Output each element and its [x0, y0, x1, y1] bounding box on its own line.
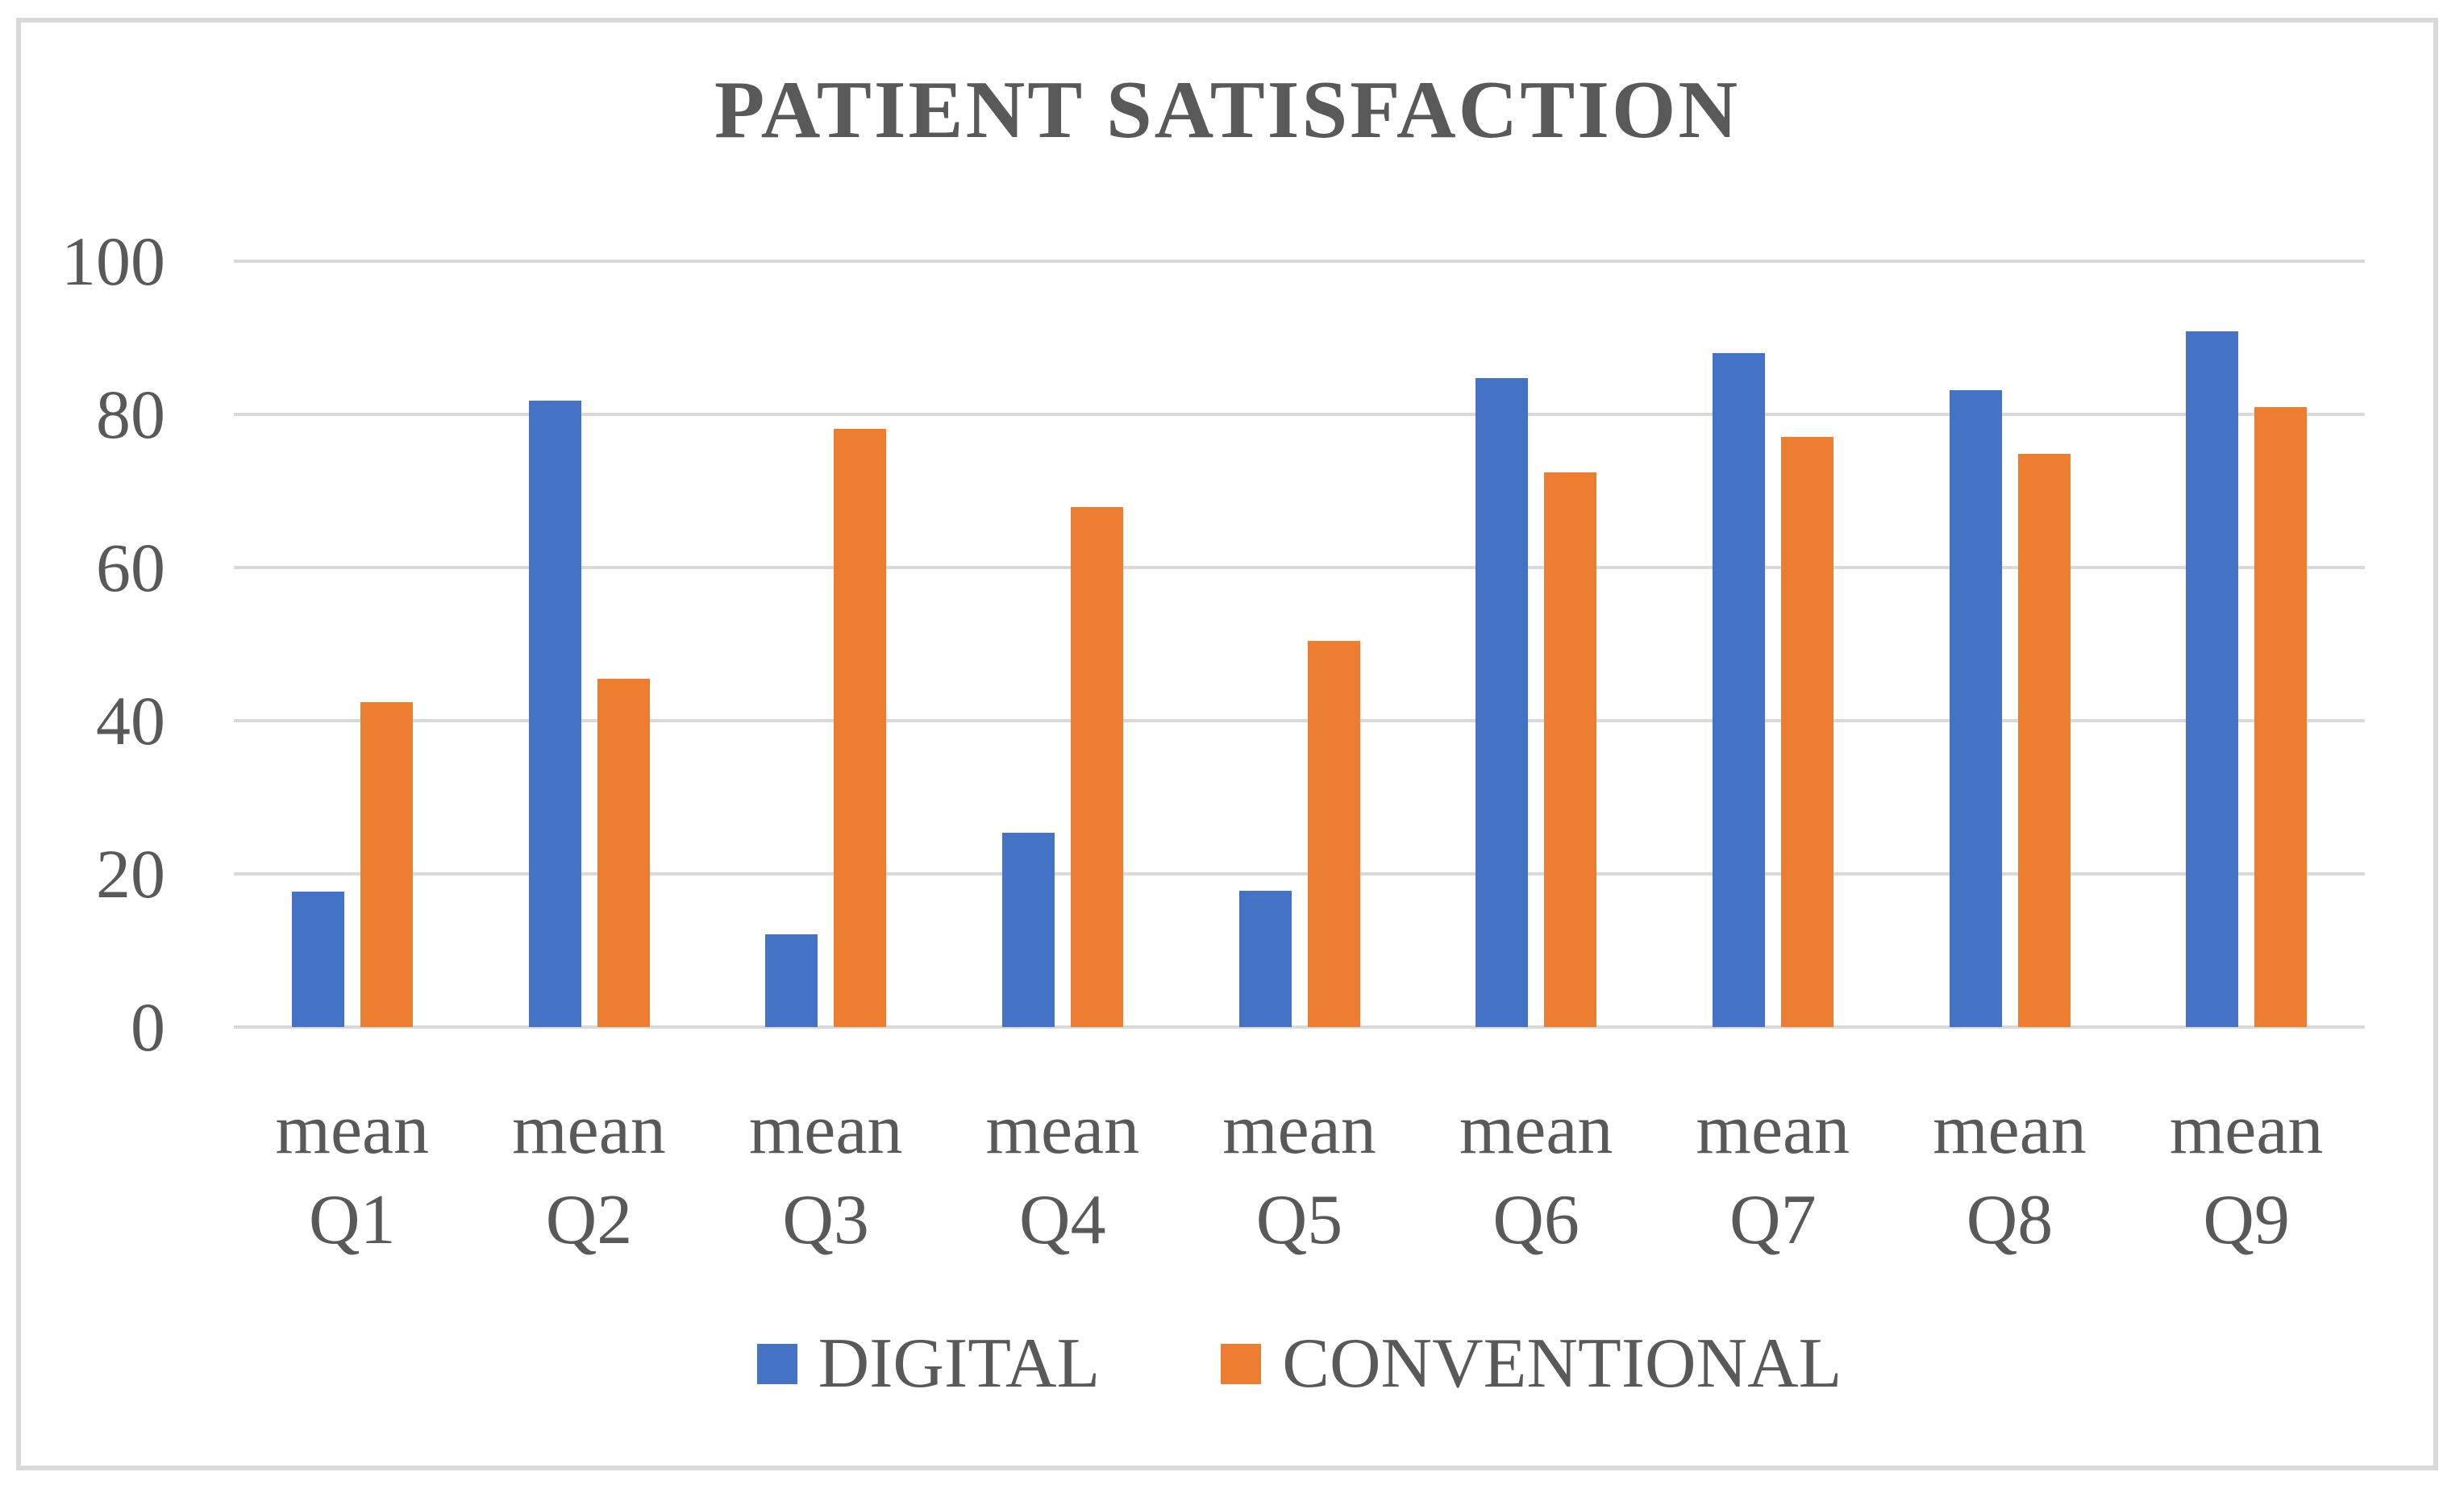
y-tick-label-60: 60	[96, 529, 165, 606]
y-tick-label-100: 100	[61, 222, 165, 300]
x-category-label-6: mean Q6	[1418, 1090, 1654, 1261]
legend-swatch-conventional-icon	[1221, 1344, 1262, 1384]
x-category-label-1: mean Q1	[235, 1090, 470, 1261]
x-category-label-9: mean Q9	[2129, 1090, 2364, 1261]
x-category-line2: Q1	[309, 1181, 396, 1259]
gridline-0	[234, 1025, 2365, 1029]
x-category-line2: Q4	[1019, 1181, 1106, 1259]
x-category-line1: mean	[2169, 1091, 2324, 1169]
legend-swatch-digital-icon	[756, 1344, 797, 1384]
legend: DIGITAL CONVENTIONAL	[234, 1325, 2365, 1403]
x-category-label-2: mean Q2	[472, 1090, 707, 1261]
x-category-line1: mean	[1222, 1091, 1376, 1169]
legend-item-conventional: CONVENTIONAL	[1221, 1329, 1842, 1399]
bar-conventional-8	[2017, 454, 2071, 1027]
bar-digital-6	[1475, 378, 1529, 1027]
gridline-60	[234, 566, 2365, 569]
bar-conventional-6	[1544, 472, 1597, 1027]
bar-conventional-5	[1307, 641, 1360, 1027]
bar-digital-4	[1001, 832, 1055, 1027]
x-category-line1: mean	[1696, 1091, 1850, 1169]
x-category-line1: mean	[275, 1091, 430, 1169]
legend-label-conventional: CONVENTIONAL	[1282, 1325, 1842, 1403]
x-category-label-4: mean Q4	[945, 1090, 1180, 1261]
bar-digital-8	[1949, 389, 2002, 1027]
bar-digital-9	[2186, 331, 2239, 1027]
bar-conventional-9	[2254, 407, 2308, 1027]
bar-digital-1	[291, 891, 344, 1027]
x-category-line2: Q6	[1492, 1181, 1580, 1259]
x-category-line1: mean	[1933, 1091, 2087, 1169]
x-category-line1: mean	[1459, 1091, 1613, 1169]
gridline-100	[234, 260, 2365, 263]
legend-label-digital: DIGITAL	[818, 1325, 1101, 1403]
x-category-label-7: mean Q7	[1655, 1090, 1891, 1261]
x-category-line2: Q2	[545, 1181, 633, 1259]
y-tick-label-20: 20	[96, 835, 165, 913]
x-category-line2: Q3	[782, 1181, 869, 1259]
legend-item-digital: DIGITAL	[756, 1325, 1101, 1403]
gridline-40	[234, 719, 2365, 722]
bar-digital-5	[1238, 890, 1292, 1027]
x-category-label-3: mean Q3	[708, 1090, 943, 1261]
gridline-20	[234, 872, 2365, 875]
bar-conventional-3	[834, 429, 887, 1027]
x-category-line1: mean	[748, 1091, 903, 1169]
y-tick-label-40: 40	[96, 682, 165, 759]
bar-digital-2	[528, 400, 581, 1027]
bar-conventional-1	[360, 702, 413, 1027]
gridline-80	[234, 413, 2365, 416]
bar-conventional-2	[597, 678, 650, 1027]
x-category-line2: Q7	[1729, 1181, 1817, 1259]
x-category-label-8: mean Q8	[1892, 1090, 2128, 1261]
x-category-line2: Q9	[2203, 1181, 2290, 1259]
bar-digital-7	[1712, 353, 1765, 1027]
bar-conventional-7	[1780, 436, 1833, 1027]
y-tick-label-0: 0	[131, 988, 165, 1066]
x-category-line1: mean	[985, 1091, 1140, 1169]
x-category-line2: Q8	[1966, 1181, 2054, 1259]
y-tick-label-80: 80	[96, 376, 165, 453]
chart-title: PATIENT SATISFACTION	[714, 64, 1740, 156]
bar-conventional-4	[1070, 506, 1123, 1027]
bar-digital-3	[765, 934, 818, 1027]
x-category-line2: Q5	[1255, 1181, 1343, 1259]
x-category-label-5: mean Q5	[1182, 1090, 1417, 1261]
x-category-line1: mean	[512, 1091, 666, 1169]
